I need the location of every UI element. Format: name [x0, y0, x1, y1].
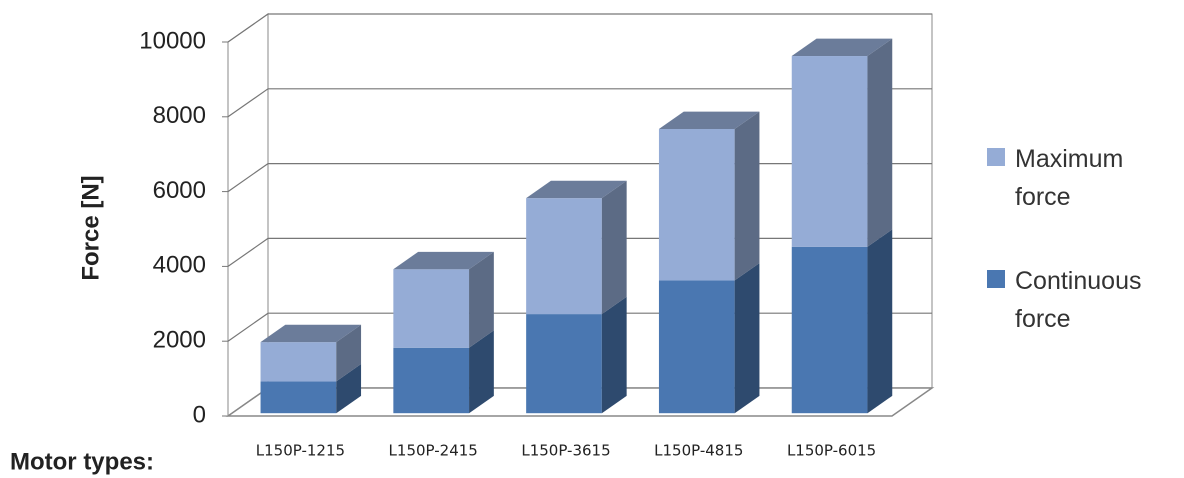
bar-front	[260, 342, 337, 382]
x-tick-label: L150P-6015	[787, 442, 876, 460]
bar-front	[791, 246, 868, 414]
bar-front	[526, 314, 602, 414]
y-tick-label: 6000	[153, 177, 206, 204]
y-tick-label: 0	[193, 401, 206, 428]
bar-front	[393, 269, 470, 348]
bar-top	[791, 38, 893, 57]
bar-side	[734, 263, 760, 414]
legend-item: Continuous force	[987, 262, 1167, 338]
legend-label: Maximum force	[1015, 145, 1124, 211]
x-tick-label: L150P-2415	[389, 442, 478, 460]
bar-side	[336, 324, 362, 382]
y-tick-label: 4000	[153, 252, 206, 279]
bar-side	[867, 229, 893, 414]
bar-side	[601, 296, 627, 414]
x-tick-label: L150P-4815	[654, 442, 743, 460]
bar-top	[260, 324, 362, 343]
bar-front	[658, 280, 735, 414]
grid-line	[227, 88, 932, 118]
x-axis-title: Motor types:	[10, 448, 154, 475]
bar-side	[469, 330, 494, 414]
y-axis-title: Force [N]	[77, 175, 104, 280]
x-tick-label: L150P-1215	[256, 442, 345, 460]
bar-front	[526, 198, 602, 315]
y-tick-label: 2000	[153, 327, 206, 354]
bar-side	[867, 38, 893, 247]
bar-top	[658, 111, 760, 129]
legend-swatch	[987, 148, 1005, 166]
bar-top	[526, 180, 627, 199]
bar-front	[260, 381, 337, 414]
bar-front	[791, 56, 868, 247]
bar-side	[734, 111, 760, 281]
legend-label: Continuous force	[1015, 267, 1142, 333]
bar-side	[469, 251, 494, 348]
legend-item: Maximum force	[987, 140, 1167, 216]
grid-line	[227, 13, 932, 43]
bar-side	[336, 364, 362, 414]
y-tick-label: 8000	[153, 102, 206, 129]
y-tick-label: 10000	[139, 27, 206, 54]
legend-swatch	[987, 270, 1005, 288]
bar-side	[601, 180, 627, 315]
x-tick-label: L150P-3615	[521, 442, 610, 460]
bar-top	[393, 251, 494, 270]
bar-front	[658, 128, 735, 281]
bar-front	[393, 347, 470, 414]
